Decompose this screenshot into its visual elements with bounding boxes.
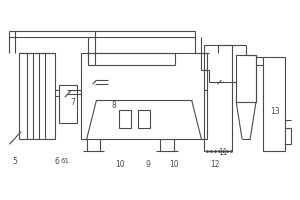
Text: 12: 12 bbox=[211, 160, 220, 169]
Bar bbox=[19, 53, 55, 139]
Text: 6: 6 bbox=[54, 157, 59, 166]
Bar bbox=[205, 45, 232, 151]
Text: 8: 8 bbox=[112, 101, 117, 110]
Bar bbox=[119, 110, 131, 128]
Bar bbox=[236, 55, 256, 102]
Bar bbox=[81, 53, 208, 139]
Text: 13: 13 bbox=[270, 107, 280, 116]
Bar bbox=[59, 85, 77, 123]
Text: 61: 61 bbox=[60, 158, 69, 164]
Bar bbox=[263, 57, 285, 151]
Text: 10: 10 bbox=[169, 160, 178, 169]
Text: 11: 11 bbox=[219, 148, 228, 157]
Text: 7: 7 bbox=[70, 98, 75, 107]
Bar bbox=[138, 110, 150, 128]
Text: 10: 10 bbox=[116, 160, 125, 169]
Text: 9: 9 bbox=[146, 160, 151, 169]
Text: 5: 5 bbox=[13, 157, 18, 166]
